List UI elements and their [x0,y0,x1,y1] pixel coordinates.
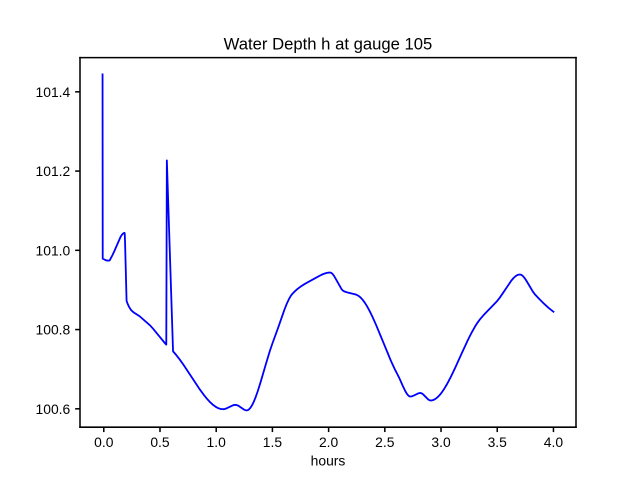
svg-text:1.0: 1.0 [207,434,227,450]
svg-text:101.0: 101.0 [36,242,71,258]
svg-text:101.2: 101.2 [36,163,71,179]
svg-text:2.0: 2.0 [319,434,339,450]
svg-text:0.5: 0.5 [150,434,170,450]
svg-text:Water Depth h at gauge 105: Water Depth h at gauge 105 [224,34,433,53]
svg-text:100.8: 100.8 [36,322,71,338]
svg-text:101.4: 101.4 [36,84,71,100]
svg-text:1.5: 1.5 [263,434,283,450]
svg-text:100.6: 100.6 [36,401,71,417]
svg-text:2.5: 2.5 [375,434,395,450]
svg-text:0.0: 0.0 [94,434,114,450]
svg-text:3.5: 3.5 [488,434,508,450]
svg-text:hours: hours [311,452,346,468]
svg-text:3.0: 3.0 [431,434,451,450]
svg-text:4.0: 4.0 [544,434,564,450]
